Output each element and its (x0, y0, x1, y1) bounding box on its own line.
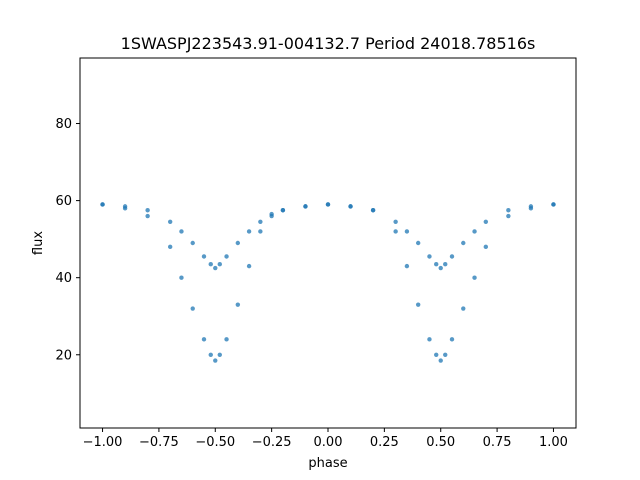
chart-title: 1SWASPJ223543.91-004132.7 Period 24018.7… (121, 34, 536, 53)
data-point (393, 229, 398, 234)
data-point (472, 275, 477, 280)
x-tick-label: −0.50 (195, 435, 235, 450)
data-point (208, 352, 213, 357)
data-point (415, 302, 421, 307)
data-point (449, 337, 455, 342)
x-axis-label: phase (308, 456, 347, 471)
data-point (506, 208, 511, 213)
data-point (208, 261, 213, 267)
x-tick-label: 0.50 (426, 435, 455, 450)
data-point (427, 254, 432, 259)
data-point (427, 337, 432, 342)
scatter-points (100, 202, 556, 363)
data-point (235, 240, 241, 246)
data-point (461, 240, 466, 246)
data-point (179, 275, 184, 280)
data-point (438, 358, 443, 363)
data-point (258, 219, 263, 225)
data-point (404, 229, 410, 234)
data-point (551, 202, 556, 207)
data-point (190, 240, 195, 246)
x-axis-ticks: −1.00 −0.75 −0.50 −0.25 0.00 0.25 0.50 0.75 1.00 (83, 428, 568, 450)
data-point (404, 263, 410, 269)
data-point (100, 202, 105, 207)
data-point (167, 244, 173, 250)
x-tick-label: −1.00 (83, 435, 123, 450)
plot-area (80, 58, 576, 428)
data-point (246, 263, 252, 269)
y-axis-label: flux (31, 231, 46, 255)
data-point (213, 358, 218, 363)
data-point (528, 204, 534, 209)
data-point (506, 213, 511, 219)
data-point (449, 254, 455, 259)
data-point (269, 211, 274, 217)
data-point (213, 265, 218, 271)
data-point (303, 204, 308, 209)
data-point (483, 219, 489, 225)
data-point (393, 219, 398, 225)
x-tick-label: 0.00 (314, 435, 343, 450)
data-point (325, 202, 331, 207)
data-point (201, 254, 207, 259)
x-tick-label: 0.25 (370, 435, 399, 450)
data-point (443, 261, 448, 267)
x-tick-label: 1.00 (539, 435, 568, 450)
y-tick-label: 40 (55, 271, 72, 286)
data-point (434, 261, 439, 267)
x-tick-label: −0.25 (252, 435, 292, 450)
data-point (258, 229, 263, 234)
y-tick-label: 80 (55, 117, 72, 132)
data-point (235, 302, 241, 307)
data-point (246, 229, 252, 234)
data-point (145, 208, 150, 213)
data-point (217, 261, 222, 267)
data-point (217, 352, 222, 357)
data-point (461, 306, 466, 311)
data-point (280, 208, 286, 213)
plot-frame (79, 57, 577, 429)
y-tick-label: 20 (55, 348, 72, 363)
data-point (443, 352, 448, 357)
data-point (122, 204, 128, 209)
data-point (438, 265, 443, 271)
x-tick-label: 0.75 (483, 435, 512, 450)
data-point (190, 306, 195, 311)
data-point (415, 240, 421, 246)
data-point (145, 213, 150, 219)
data-point (224, 337, 229, 342)
data-point (472, 229, 477, 234)
data-point (483, 244, 489, 250)
x-tick-label: −0.75 (139, 435, 179, 450)
data-point (434, 352, 439, 357)
y-axis-ticks: 20 40 60 80 (55, 117, 80, 363)
data-point (179, 229, 184, 234)
data-point (167, 219, 173, 225)
data-point (201, 337, 207, 342)
data-point (224, 254, 229, 259)
y-tick-label: 60 (55, 194, 72, 209)
data-point (348, 204, 353, 209)
data-point (370, 208, 376, 213)
